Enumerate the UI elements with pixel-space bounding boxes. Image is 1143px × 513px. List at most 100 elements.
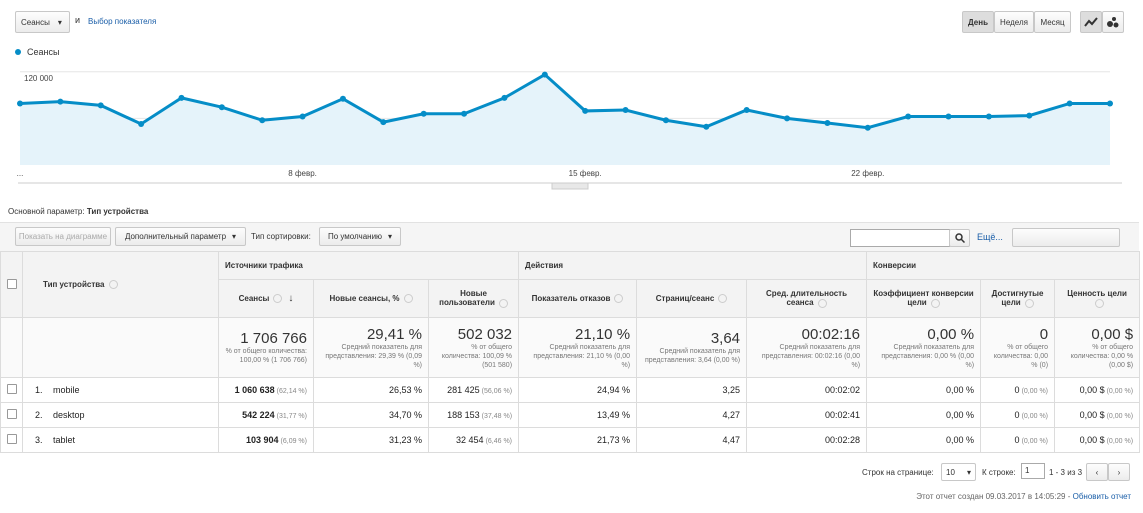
point bbox=[662, 117, 669, 124]
total-cell: 00:02:16 Средний показатель для представл… bbox=[746, 317, 868, 378]
period-month[interactable]: Месяц bbox=[1034, 11, 1071, 33]
search-input[interactable] bbox=[850, 229, 950, 247]
value: 3,25 bbox=[722, 385, 741, 395]
column-title: Страниц/сеанс bbox=[655, 293, 715, 303]
value-cell: 281 425 (56,06 %) bbox=[427, 377, 520, 403]
percent: (0,00 %) bbox=[1021, 388, 1049, 395]
group-header: Действия bbox=[518, 251, 868, 280]
value: 31,23 % bbox=[388, 435, 422, 445]
percent: (0,00 %) bbox=[1106, 388, 1134, 395]
period-week[interactable]: Неделя bbox=[994, 11, 1034, 33]
point bbox=[218, 104, 225, 111]
column-header[interactable]: Сеансы ↓ bbox=[218, 279, 314, 318]
device-name[interactable]: tablet bbox=[53, 435, 76, 445]
column-header[interactable]: Сред. длительность сеанса bbox=[746, 279, 868, 318]
total-note: % от общего количества: 100,09 % (501 58… bbox=[441, 343, 513, 369]
value: 188 153 bbox=[447, 410, 480, 420]
x-tick-label: 22 февр. bbox=[851, 169, 884, 178]
value-cell: 0,00 % bbox=[866, 427, 982, 453]
view-switcher[interactable] bbox=[1012, 228, 1120, 247]
value-cell: 0,00 % bbox=[866, 402, 982, 428]
point bbox=[582, 107, 589, 114]
percent: (31,77 %) bbox=[276, 413, 307, 420]
help-icon bbox=[1094, 298, 1104, 308]
rows-select[interactable]: 10 ▾ bbox=[941, 463, 976, 481]
value-cell: 0 (0,00 %) bbox=[980, 402, 1056, 428]
search-button[interactable] bbox=[949, 229, 970, 247]
plot-rows[interactable]: Показать на диаграмме bbox=[15, 227, 111, 246]
total-cell: 0,00 % Средний показатель для представлен… bbox=[866, 317, 982, 378]
checkbox[interactable] bbox=[7, 434, 17, 444]
x-tick-label: 15 февр. bbox=[569, 169, 602, 178]
y-tick-label: 120 000 bbox=[24, 74, 53, 83]
column-header[interactable]: Коэффициент конверсии цели bbox=[866, 279, 982, 318]
help-icon bbox=[930, 298, 940, 308]
point bbox=[501, 94, 508, 101]
column-title: Сеансы bbox=[238, 294, 270, 303]
more[interactable]: Ещё... bbox=[977, 232, 1003, 242]
dimension-value: Тип устройства bbox=[86, 207, 149, 216]
motion-chart-button[interactable] bbox=[1102, 11, 1124, 33]
column-header[interactable]: Показатель отказов bbox=[518, 279, 638, 318]
value-cell: 00:02:28 bbox=[746, 427, 868, 453]
checkbox-cell bbox=[0, 377, 23, 403]
column-header[interactable]: Страниц/сеанс bbox=[636, 279, 748, 318]
column-header[interactable]: Новые сеансы, % bbox=[313, 279, 429, 318]
help-icon bbox=[817, 298, 827, 308]
point bbox=[864, 124, 871, 131]
help-icon bbox=[1024, 298, 1034, 308]
sort-select[interactable]: По умолчанию ▾ bbox=[319, 227, 401, 246]
chart: Сеансы60 000120 000...8 февр.15 февр.22 … bbox=[15, 47, 1122, 190]
goto-label: К строке: bbox=[982, 468, 1016, 477]
percent: (0,00 %) bbox=[1021, 413, 1049, 420]
value-cell: 21,73 % bbox=[518, 427, 638, 453]
value-cell: 34,70 % bbox=[313, 402, 429, 428]
help-icon bbox=[108, 280, 118, 290]
value: 00:02:41 bbox=[824, 410, 861, 420]
checkbox[interactable] bbox=[7, 409, 17, 419]
group-header: Конверсии bbox=[866, 251, 1141, 280]
checkbox[interactable] bbox=[7, 384, 17, 394]
total-value: 0 bbox=[1039, 325, 1049, 343]
column-header: Тип устройства bbox=[22, 251, 219, 318]
value: 13,49 % bbox=[597, 410, 631, 420]
column-title: Коэффициент конверсии цели bbox=[873, 289, 974, 308]
value: 00:02:28 bbox=[824, 435, 861, 445]
metric-select[interactable]: Сеансы ▾ bbox=[15, 11, 70, 33]
point bbox=[57, 98, 64, 105]
refresh[interactable]: Обновить отчет bbox=[1072, 492, 1131, 501]
area bbox=[20, 74, 1110, 165]
line-chart-button[interactable] bbox=[1080, 11, 1102, 33]
prev-page[interactable]: ‹ bbox=[1086, 463, 1108, 481]
period-day[interactable]: День bbox=[962, 11, 994, 33]
data-row: 3. tablet 103 904 (6,09 %) 31,23 % 32 454 (6,4… bbox=[0, 427, 1141, 453]
checkbox-cell bbox=[0, 402, 23, 428]
value-cell: 1 060 638 (62,14 %) bbox=[218, 377, 314, 403]
next-page[interactable]: › bbox=[1108, 463, 1130, 481]
point bbox=[178, 94, 185, 101]
device-name[interactable]: desktop bbox=[53, 410, 85, 420]
secondary-dimension[interactable]: Дополнительный параметр ▾ bbox=[115, 227, 246, 246]
empty-cell bbox=[22, 317, 219, 378]
goto-input[interactable]: 1 bbox=[1021, 463, 1045, 479]
select-metric[interactable]: Выбор показателя bbox=[88, 17, 157, 26]
legend-label: Сеансы bbox=[27, 47, 59, 57]
sort-value: По умолчанию bbox=[327, 232, 383, 241]
value: 32 454 bbox=[456, 435, 484, 445]
value: 0,00 % bbox=[946, 435, 975, 445]
column-header[interactable]: Достигнутые цели bbox=[980, 279, 1056, 318]
value-cell: 0,00 $ (0,00 %) bbox=[1054, 427, 1141, 453]
column-header[interactable]: Новые пользователи bbox=[427, 279, 520, 318]
empty-cell bbox=[0, 317, 23, 378]
checkbox[interactable] bbox=[7, 278, 17, 289]
point bbox=[380, 119, 387, 126]
total-note: Средний показатель для представления: 0,… bbox=[881, 343, 975, 369]
column-header[interactable]: Ценность цели bbox=[1054, 279, 1141, 318]
point bbox=[541, 71, 548, 78]
point bbox=[461, 110, 468, 117]
dimension: Основной параметр: Тип устройства bbox=[8, 207, 148, 216]
column-title: Показатель отказов bbox=[531, 293, 611, 303]
dimension-label: Основной параметр: bbox=[8, 207, 85, 216]
value-cell: 32 454 (6,46 %) bbox=[427, 427, 520, 453]
device-name[interactable]: mobile bbox=[53, 385, 80, 395]
